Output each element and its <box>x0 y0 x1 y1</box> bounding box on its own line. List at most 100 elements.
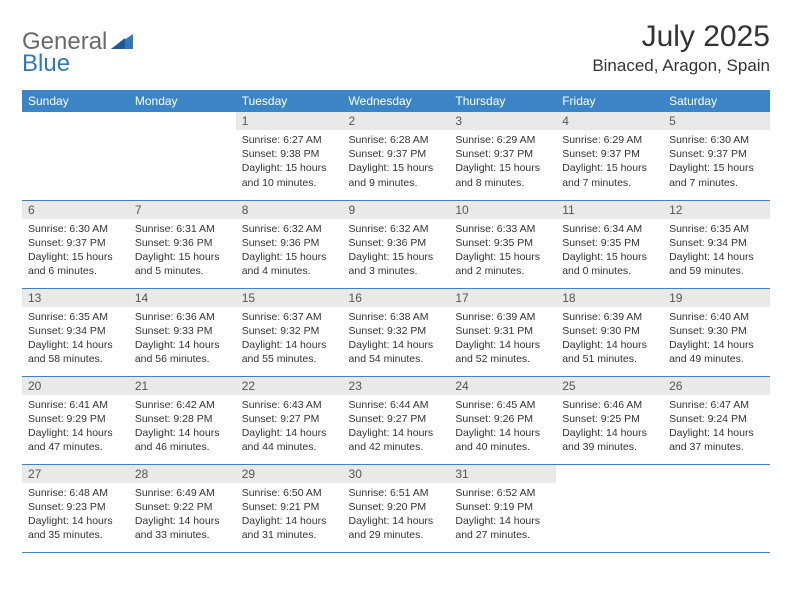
calendar-day-cell: 10Sunrise: 6:33 AMSunset: 9:35 PMDayligh… <box>449 200 556 288</box>
day-number: 9 <box>343 201 450 219</box>
day-details: Sunrise: 6:32 AMSunset: 9:36 PMDaylight:… <box>236 219 343 285</box>
day-number: 11 <box>556 201 663 219</box>
calendar-day-cell: 1Sunrise: 6:27 AMSunset: 9:38 PMDaylight… <box>236 112 343 200</box>
day-details: Sunrise: 6:46 AMSunset: 9:25 PMDaylight:… <box>556 395 663 461</box>
weekday-header: Tuesday <box>236 90 343 112</box>
calendar-day-cell <box>556 464 663 552</box>
day-number: 5 <box>663 112 770 130</box>
calendar-day-cell: 11Sunrise: 6:34 AMSunset: 9:35 PMDayligh… <box>556 200 663 288</box>
day-details: Sunrise: 6:32 AMSunset: 9:36 PMDaylight:… <box>343 219 450 285</box>
calendar-day-cell: 28Sunrise: 6:49 AMSunset: 9:22 PMDayligh… <box>129 464 236 552</box>
day-details: Sunrise: 6:37 AMSunset: 9:32 PMDaylight:… <box>236 307 343 373</box>
calendar-day-cell <box>22 112 129 200</box>
day-details: Sunrise: 6:36 AMSunset: 9:33 PMDaylight:… <box>129 307 236 373</box>
calendar-day-cell: 31Sunrise: 6:52 AMSunset: 9:19 PMDayligh… <box>449 464 556 552</box>
day-number: 6 <box>22 201 129 219</box>
day-number: 13 <box>22 289 129 307</box>
weekday-header: Monday <box>129 90 236 112</box>
location-text: Binaced, Aragon, Spain <box>592 56 770 76</box>
weekday-header: Wednesday <box>343 90 450 112</box>
day-details: Sunrise: 6:40 AMSunset: 9:30 PMDaylight:… <box>663 307 770 373</box>
day-number: 22 <box>236 377 343 395</box>
day-details: Sunrise: 6:49 AMSunset: 9:22 PMDaylight:… <box>129 483 236 549</box>
month-title: July 2025 <box>592 20 770 54</box>
calendar-day-cell: 9Sunrise: 6:32 AMSunset: 9:36 PMDaylight… <box>343 200 450 288</box>
calendar-week-row: 13Sunrise: 6:35 AMSunset: 9:34 PMDayligh… <box>22 288 770 376</box>
day-details: Sunrise: 6:50 AMSunset: 9:21 PMDaylight:… <box>236 483 343 549</box>
day-number: 30 <box>343 465 450 483</box>
day-details: Sunrise: 6:39 AMSunset: 9:31 PMDaylight:… <box>449 307 556 373</box>
day-details: Sunrise: 6:38 AMSunset: 9:32 PMDaylight:… <box>343 307 450 373</box>
calendar-day-cell: 2Sunrise: 6:28 AMSunset: 9:37 PMDaylight… <box>343 112 450 200</box>
day-number: 26 <box>663 377 770 395</box>
calendar-week-row: 6Sunrise: 6:30 AMSunset: 9:37 PMDaylight… <box>22 200 770 288</box>
weekday-header-row: SundayMondayTuesdayWednesdayThursdayFrid… <box>22 90 770 112</box>
day-details: Sunrise: 6:30 AMSunset: 9:37 PMDaylight:… <box>22 219 129 285</box>
weekday-header: Thursday <box>449 90 556 112</box>
day-details: Sunrise: 6:29 AMSunset: 9:37 PMDaylight:… <box>449 130 556 196</box>
day-number: 31 <box>449 465 556 483</box>
day-details: Sunrise: 6:43 AMSunset: 9:27 PMDaylight:… <box>236 395 343 461</box>
calendar-day-cell: 8Sunrise: 6:32 AMSunset: 9:36 PMDaylight… <box>236 200 343 288</box>
day-number: 24 <box>449 377 556 395</box>
calendar-day-cell: 18Sunrise: 6:39 AMSunset: 9:30 PMDayligh… <box>556 288 663 376</box>
day-details: Sunrise: 6:33 AMSunset: 9:35 PMDaylight:… <box>449 219 556 285</box>
day-number: 4 <box>556 112 663 130</box>
day-number: 19 <box>663 289 770 307</box>
day-number: 2 <box>343 112 450 130</box>
day-details: Sunrise: 6:39 AMSunset: 9:30 PMDaylight:… <box>556 307 663 373</box>
weekday-header: Friday <box>556 90 663 112</box>
day-details: Sunrise: 6:31 AMSunset: 9:36 PMDaylight:… <box>129 219 236 285</box>
day-details: Sunrise: 6:30 AMSunset: 9:37 PMDaylight:… <box>663 130 770 196</box>
logo-triangle-icon <box>111 31 133 54</box>
day-number: 15 <box>236 289 343 307</box>
day-details: Sunrise: 6:45 AMSunset: 9:26 PMDaylight:… <box>449 395 556 461</box>
calendar-day-cell <box>663 464 770 552</box>
calendar-week-row: 27Sunrise: 6:48 AMSunset: 9:23 PMDayligh… <box>22 464 770 552</box>
title-block: July 2025 Binaced, Aragon, Spain <box>592 20 770 76</box>
day-details: Sunrise: 6:27 AMSunset: 9:38 PMDaylight:… <box>236 130 343 196</box>
day-number: 25 <box>556 377 663 395</box>
calendar-day-cell: 13Sunrise: 6:35 AMSunset: 9:34 PMDayligh… <box>22 288 129 376</box>
calendar-table: SundayMondayTuesdayWednesdayThursdayFrid… <box>22 90 770 553</box>
calendar-day-cell: 5Sunrise: 6:30 AMSunset: 9:37 PMDaylight… <box>663 112 770 200</box>
calendar-week-row: 1Sunrise: 6:27 AMSunset: 9:38 PMDaylight… <box>22 112 770 200</box>
calendar-day-cell <box>129 112 236 200</box>
day-details: Sunrise: 6:35 AMSunset: 9:34 PMDaylight:… <box>22 307 129 373</box>
calendar-day-cell: 27Sunrise: 6:48 AMSunset: 9:23 PMDayligh… <box>22 464 129 552</box>
day-details: Sunrise: 6:44 AMSunset: 9:27 PMDaylight:… <box>343 395 450 461</box>
calendar-day-cell: 26Sunrise: 6:47 AMSunset: 9:24 PMDayligh… <box>663 376 770 464</box>
day-number: 7 <box>129 201 236 219</box>
day-number: 10 <box>449 201 556 219</box>
calendar-day-cell: 14Sunrise: 6:36 AMSunset: 9:33 PMDayligh… <box>129 288 236 376</box>
calendar-day-cell: 24Sunrise: 6:45 AMSunset: 9:26 PMDayligh… <box>449 376 556 464</box>
day-details: Sunrise: 6:41 AMSunset: 9:29 PMDaylight:… <box>22 395 129 461</box>
day-number: 21 <box>129 377 236 395</box>
calendar-body: 1Sunrise: 6:27 AMSunset: 9:38 PMDaylight… <box>22 112 770 552</box>
calendar-day-cell: 12Sunrise: 6:35 AMSunset: 9:34 PMDayligh… <box>663 200 770 288</box>
day-details: Sunrise: 6:29 AMSunset: 9:37 PMDaylight:… <box>556 130 663 196</box>
calendar-day-cell: 22Sunrise: 6:43 AMSunset: 9:27 PMDayligh… <box>236 376 343 464</box>
day-details: Sunrise: 6:47 AMSunset: 9:24 PMDaylight:… <box>663 395 770 461</box>
calendar-day-cell: 15Sunrise: 6:37 AMSunset: 9:32 PMDayligh… <box>236 288 343 376</box>
page-header: General July 2025 Binaced, Aragon, Spain <box>22 20 770 76</box>
calendar-day-cell: 29Sunrise: 6:50 AMSunset: 9:21 PMDayligh… <box>236 464 343 552</box>
calendar-day-cell: 20Sunrise: 6:41 AMSunset: 9:29 PMDayligh… <box>22 376 129 464</box>
logo-text-blue: Blue <box>22 50 70 77</box>
weekday-header: Saturday <box>663 90 770 112</box>
calendar-week-row: 20Sunrise: 6:41 AMSunset: 9:29 PMDayligh… <box>22 376 770 464</box>
day-details: Sunrise: 6:35 AMSunset: 9:34 PMDaylight:… <box>663 219 770 285</box>
day-number: 28 <box>129 465 236 483</box>
calendar-day-cell: 16Sunrise: 6:38 AMSunset: 9:32 PMDayligh… <box>343 288 450 376</box>
calendar-day-cell: 19Sunrise: 6:40 AMSunset: 9:30 PMDayligh… <box>663 288 770 376</box>
day-number: 16 <box>343 289 450 307</box>
day-details: Sunrise: 6:42 AMSunset: 9:28 PMDaylight:… <box>129 395 236 461</box>
day-number: 29 <box>236 465 343 483</box>
day-number: 27 <box>22 465 129 483</box>
day-number: 8 <box>236 201 343 219</box>
day-number: 3 <box>449 112 556 130</box>
calendar-day-cell: 7Sunrise: 6:31 AMSunset: 9:36 PMDaylight… <box>129 200 236 288</box>
calendar-day-cell: 30Sunrise: 6:51 AMSunset: 9:20 PMDayligh… <box>343 464 450 552</box>
calendar-day-cell: 4Sunrise: 6:29 AMSunset: 9:37 PMDaylight… <box>556 112 663 200</box>
weekday-header: Sunday <box>22 90 129 112</box>
